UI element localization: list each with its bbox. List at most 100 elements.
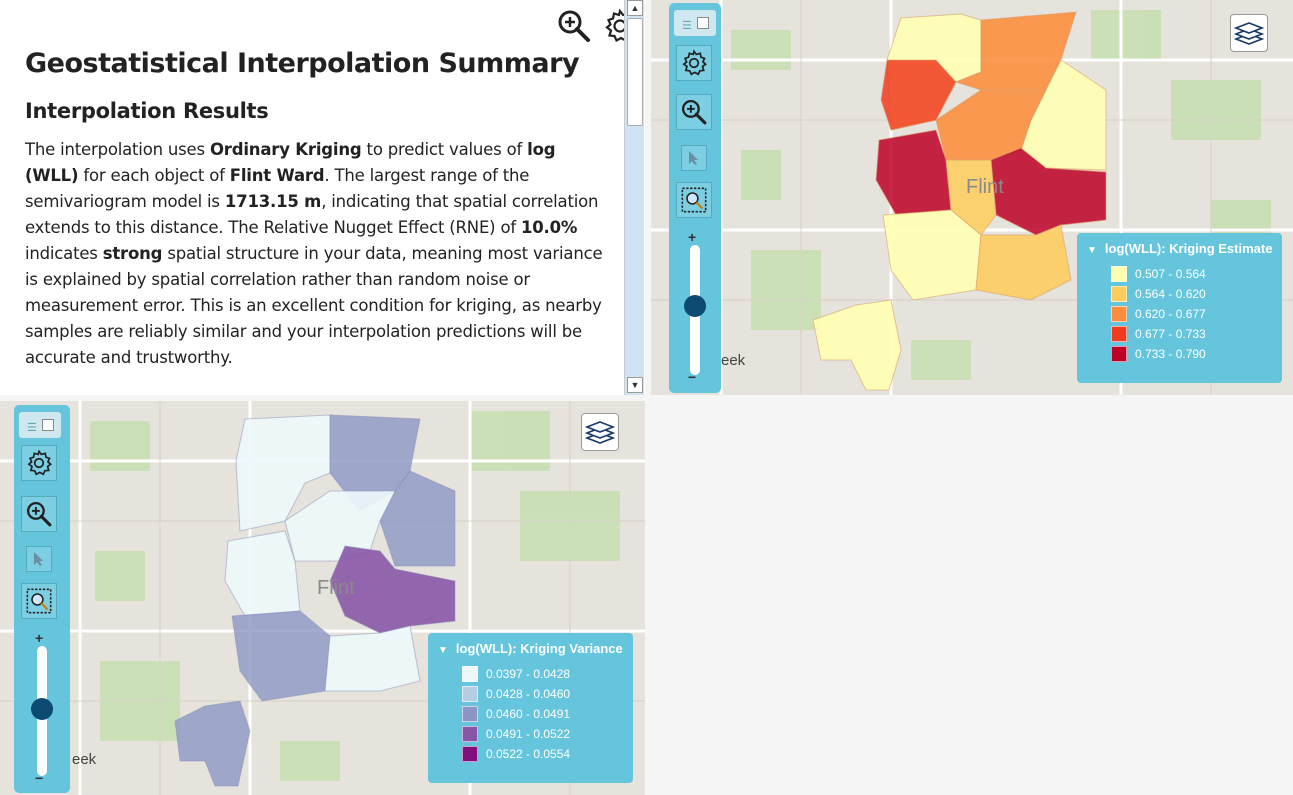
layers-icon: [1234, 22, 1264, 45]
cursor-icon: [689, 151, 698, 165]
legend-title-text: log(WLL): Kriging Estimate: [1104, 241, 1273, 256]
text-segment: , indicating that spatial correlation ex…: [25, 192, 599, 237]
legend-title[interactable]: ▼ log(WLL): Kriging Estimate: [1087, 241, 1272, 256]
legend-label: 0.0428 - 0.0460: [486, 687, 571, 701]
zoom-plus-icon[interactable]: +: [35, 630, 44, 646]
summary-panel: Geostatistical Interpolation Summary Int…: [0, 0, 645, 395]
menu-icon[interactable]: ☰: [682, 20, 692, 32]
legend-swatch: [462, 706, 478, 722]
legend-swatch: [1111, 306, 1127, 322]
variance-basemap: [0, 401, 645, 795]
zoom-button[interactable]: [676, 94, 712, 130]
collapse-icon[interactable]: ▼: [1087, 245, 1097, 256]
legend-label: 0.507 - 0.564: [1135, 267, 1206, 281]
place-label: eek: [721, 352, 746, 369]
layers-icon: [585, 421, 615, 444]
zoom-minus-icon[interactable]: −: [35, 770, 44, 786]
legend-label: 0.0522 - 0.0554: [486, 747, 571, 761]
text-segment: indicates: [25, 244, 103, 263]
variable-name: log (WLL): [25, 140, 556, 185]
legend-item: 0.0491 - 0.0522: [438, 724, 623, 744]
town-label: Flint: [966, 176, 1004, 198]
legend-swatch: [462, 726, 478, 742]
legend-item: 0.0460 - 0.0491: [438, 704, 623, 724]
legend-item: 0.564 - 0.620: [1087, 284, 1272, 304]
zoom-in-icon: [681, 99, 707, 125]
zoom-slider[interactable]: + −: [684, 229, 706, 391]
layers-button[interactable]: [581, 413, 619, 451]
map-toolbar: ☰ + −: [14, 405, 70, 793]
section-title: Interpolation Results: [25, 99, 269, 123]
estimate-legend: ▼ log(WLL): Kriging Estimate 0.507 - 0.56…: [1077, 233, 1282, 383]
summary-content: Geostatistical Interpolation Summary Int…: [25, 48, 605, 371]
menu-icon[interactable]: ☰: [27, 422, 37, 434]
zoom-button[interactable]: [21, 496, 57, 532]
rne-value: 10.0%: [521, 218, 578, 237]
legend-label: 0.0491 - 0.0522: [486, 727, 571, 741]
zoom-minus-icon[interactable]: −: [688, 369, 697, 385]
legend-label: 0.620 - 0.677: [1135, 307, 1206, 321]
layer-name: Flint Ward: [229, 166, 325, 185]
slider-knob[interactable]: [684, 295, 706, 317]
toolbar-header[interactable]: ☰: [19, 412, 61, 438]
place-label: eek: [72, 751, 97, 768]
zoom-in-icon[interactable]: [556, 8, 592, 44]
gear-icon: [27, 449, 53, 476]
legend-label: 0.0397 - 0.0428: [486, 667, 571, 681]
select-button[interactable]: [681, 145, 707, 171]
cursor-icon: [34, 552, 43, 566]
map-toolbar: ☰ + −: [669, 3, 721, 393]
variance-legend: ▼ log(WLL): Kriging Variance 0.0397 - 0.0…: [428, 633, 633, 783]
text-segment: The interpolation uses: [25, 140, 210, 159]
legend-item: 0.507 - 0.564: [1087, 264, 1272, 284]
settings-button[interactable]: [676, 45, 712, 81]
town-label: Flint: [317, 577, 355, 599]
legend-label: 0.0460 - 0.0491: [486, 707, 571, 721]
layers-button[interactable]: [1230, 14, 1268, 52]
estimate-basemap: [651, 0, 1293, 395]
settings-button[interactable]: [21, 445, 57, 481]
checkbox-icon[interactable]: [42, 419, 54, 431]
checkbox-icon[interactable]: [697, 17, 709, 29]
variance-map[interactable]: Flint eek ☰ + − ▼ log(WLL): Kriging Varia…: [0, 401, 645, 795]
legend-swatch: [462, 666, 478, 682]
strength-value: strong: [102, 244, 163, 263]
estimate-map[interactable]: Flint eek ☰ + − ▼ log(WLL): Kriging Estim…: [651, 0, 1293, 395]
text-segment: . The largest range of the semivariogram…: [25, 166, 530, 211]
select-button[interactable]: [26, 546, 52, 572]
legend-label: 0.564 - 0.620: [1135, 287, 1206, 301]
legend-swatch: [1111, 286, 1127, 302]
page-title: Geostatistical Interpolation Summary: [25, 48, 580, 79]
legend-swatch: [1111, 266, 1127, 282]
legend-swatch: [1111, 326, 1127, 342]
zoom-plus-icon[interactable]: +: [688, 229, 697, 245]
range-value: 1713.15 m: [224, 192, 322, 211]
legend-title-text: log(WLL): Kriging Variance: [455, 641, 623, 656]
vertical-scrollbar[interactable]: ▲ ▼: [624, 0, 644, 395]
text-segment: for each object of: [78, 166, 230, 185]
zoom-box-icon: [26, 588, 52, 614]
zoom-slider[interactable]: + −: [31, 630, 53, 792]
legend-item: 0.0522 - 0.0554: [438, 744, 623, 764]
legend-title[interactable]: ▼ log(WLL): Kriging Variance: [438, 641, 623, 656]
text-segment: spatial structure in your data, meaning …: [25, 244, 603, 367]
legend-swatch: [1111, 346, 1127, 362]
zoom-box-button[interactable]: [21, 583, 57, 619]
slider-knob[interactable]: [31, 698, 53, 720]
scroll-down-icon[interactable]: ▼: [627, 377, 643, 393]
summary-paragraph: The interpolation uses Ordinary Kriging …: [25, 137, 605, 371]
toolbar-header[interactable]: ☰: [674, 10, 716, 36]
collapse-icon[interactable]: ▼: [438, 645, 448, 656]
scroll-up-icon[interactable]: ▲: [627, 0, 643, 16]
legend-item: 0.620 - 0.677: [1087, 304, 1272, 324]
method-name: Ordinary Kriging: [209, 140, 362, 159]
legend-label: 0.677 - 0.733: [1135, 327, 1206, 341]
text-segment: to predict values of: [361, 140, 528, 159]
legend-swatch: [462, 746, 478, 762]
zoom-in-icon: [26, 501, 52, 527]
scroll-thumb[interactable]: [627, 18, 643, 126]
gear-icon: [682, 49, 708, 76]
legend-swatch: [462, 686, 478, 702]
zoom-box-button[interactable]: [676, 182, 712, 218]
legend-item: 0.0397 - 0.0428: [438, 664, 623, 684]
